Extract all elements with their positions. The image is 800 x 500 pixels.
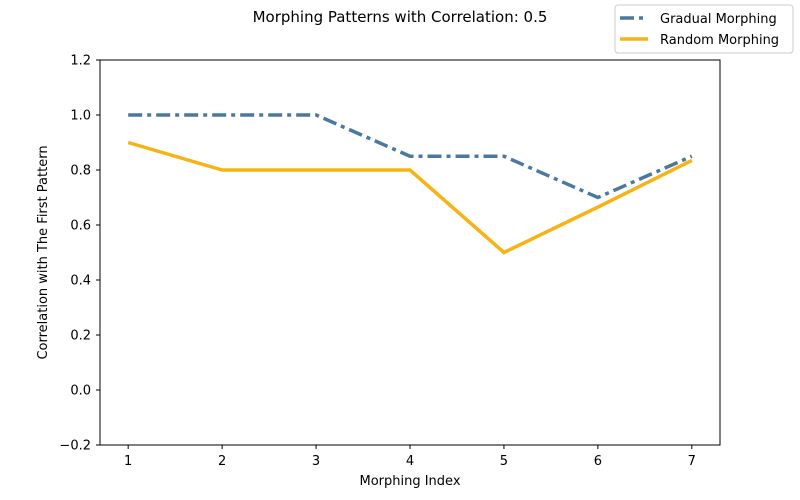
legend-label-gradual-morphing: Gradual Morphing (660, 12, 777, 27)
legend: Gradual Morphing Random Morphing (614, 4, 794, 54)
y-tick-label: 0.2 (70, 329, 91, 344)
x-axis-ticks: 1 2 3 4 5 6 7 (124, 445, 696, 469)
x-tick-label: 3 (312, 454, 320, 469)
x-tick-label: 5 (500, 454, 508, 469)
x-tick-label: 7 (688, 454, 696, 469)
x-tick-label: 4 (406, 454, 414, 469)
plot-area (127, 113, 693, 255)
y-tick-label: 0.8 (70, 164, 91, 179)
legend-box (614, 4, 794, 54)
x-tick-label: 1 (124, 454, 132, 469)
y-tick-label: 0.4 (70, 274, 91, 289)
y-tick-label: 0.6 (70, 219, 91, 234)
y-tick-label: 1.2 (70, 54, 91, 69)
series-line-gradual-morphing (128, 113, 693, 200)
y-tick-label: 0.0 (70, 384, 91, 399)
chart-title: Morphing Patterns with Correlation: 0.5 (253, 8, 548, 26)
plot-frame (99, 59, 721, 446)
x-tick-label: 6 (594, 454, 602, 469)
series-line-random-morphing (127, 140, 693, 255)
legend-label-random-morphing: Random Morphing (660, 33, 779, 48)
y-axis-label: Correlation with The First Pattern (36, 145, 51, 359)
y-axis-ticks: −0.2 0.0 0.2 0.4 0.6 0.8 1.0 1.2 (59, 54, 100, 454)
y-tick-label: 1.0 (70, 109, 91, 124)
y-tick-label: −0.2 (59, 439, 91, 454)
x-tick-label: 2 (218, 454, 226, 469)
x-axis-label: Morphing Index (359, 474, 460, 489)
